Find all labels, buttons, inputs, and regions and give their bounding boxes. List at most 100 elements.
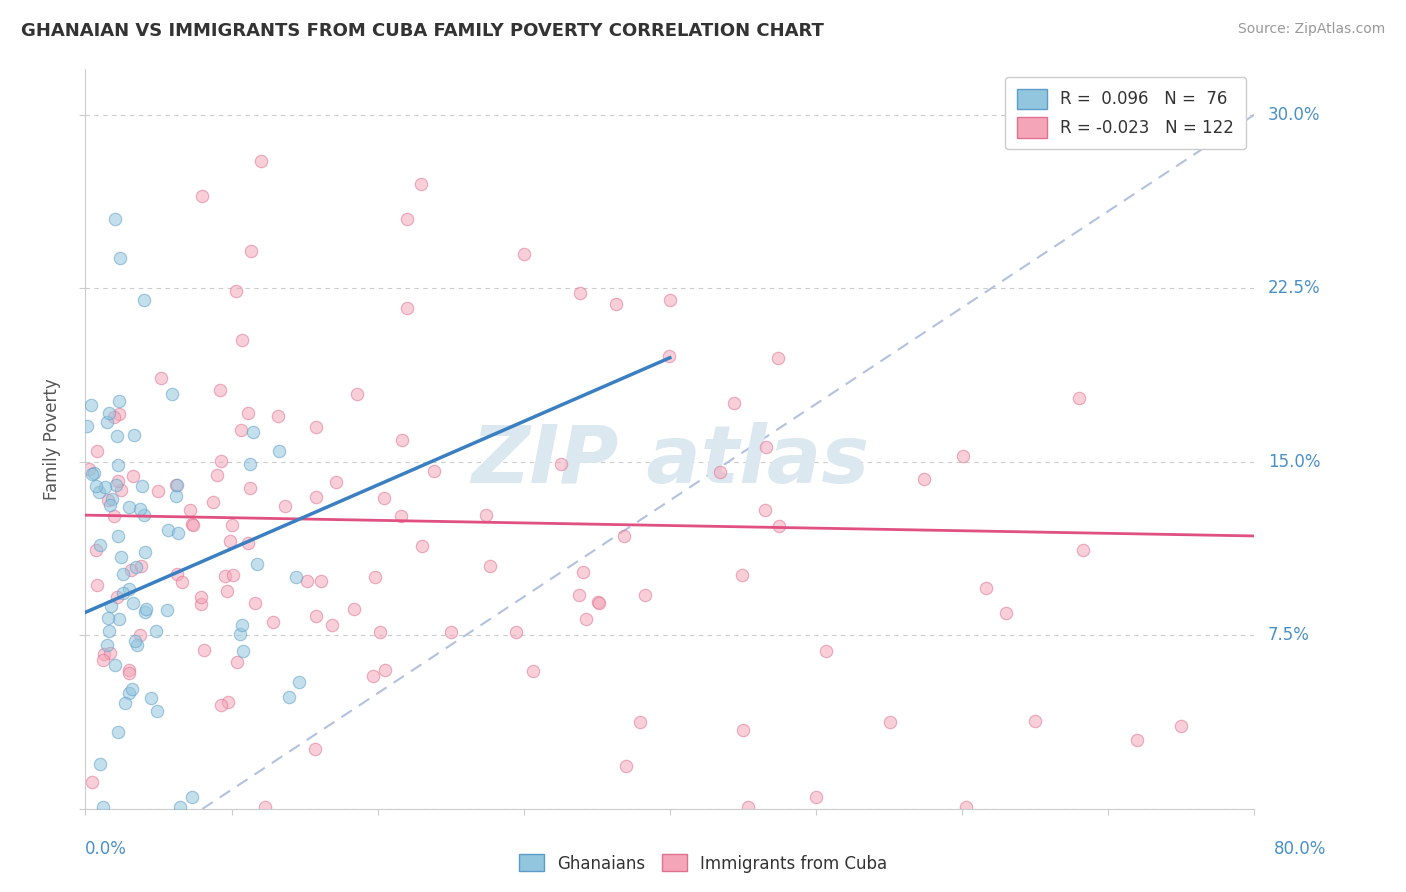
Point	[994, 606, 1017, 620]
Point	[766, 351, 789, 365]
Text: 0.0%: 0.0%	[84, 840, 127, 858]
Point	[108, 251, 131, 265]
Point	[411, 539, 433, 553]
Point	[613, 529, 636, 543]
Point	[94, 480, 117, 494]
Point	[231, 333, 253, 347]
Point	[89, 757, 111, 772]
Point	[134, 545, 156, 559]
Point	[343, 602, 366, 616]
Point	[139, 691, 162, 706]
Point	[512, 246, 534, 260]
Point	[254, 799, 277, 814]
Point	[124, 633, 146, 648]
Point	[132, 293, 155, 307]
Text: GHANAIAN VS IMMIGRANTS FROM CUBA FAMILY POVERTY CORRELATION CHART: GHANAIAN VS IMMIGRANTS FROM CUBA FAMILY …	[21, 22, 824, 40]
Point	[395, 301, 418, 315]
Point	[304, 490, 326, 504]
Point	[222, 568, 245, 582]
Point	[89, 538, 111, 552]
Point	[214, 568, 236, 582]
Point	[217, 583, 239, 598]
Point	[1126, 732, 1149, 747]
Point	[114, 697, 136, 711]
Point	[104, 477, 127, 491]
Point	[104, 211, 127, 226]
Point	[423, 464, 446, 478]
Point	[522, 664, 544, 678]
Point	[101, 492, 124, 507]
Point	[239, 481, 262, 495]
Point	[550, 457, 572, 471]
Point	[127, 638, 149, 652]
Point	[131, 479, 153, 493]
Point	[754, 503, 776, 517]
Point	[91, 653, 114, 667]
Point	[100, 599, 122, 613]
Point	[120, 563, 142, 577]
Point	[274, 500, 297, 514]
Point	[83, 467, 105, 481]
Point	[912, 472, 935, 486]
Point	[107, 458, 129, 473]
Point	[249, 154, 271, 169]
Point	[166, 567, 188, 582]
Point	[91, 799, 114, 814]
Point	[166, 478, 188, 492]
Point	[150, 371, 173, 385]
Point	[879, 714, 901, 729]
Point	[167, 526, 190, 541]
Point	[231, 423, 253, 437]
Point	[242, 425, 264, 440]
Point	[135, 601, 157, 615]
Point	[165, 489, 187, 503]
Y-axis label: Family Poverty: Family Poverty	[44, 378, 60, 500]
Point	[225, 284, 247, 298]
Point	[209, 698, 232, 713]
Point	[305, 609, 328, 624]
Point	[243, 596, 266, 610]
Point	[145, 624, 167, 639]
Point	[107, 474, 129, 488]
Point	[364, 570, 387, 584]
Point	[80, 775, 103, 789]
Text: ZIP atlas: ZIP atlas	[471, 422, 869, 500]
Point	[181, 516, 204, 531]
Point	[79, 398, 101, 412]
Point	[238, 536, 260, 550]
Point	[262, 615, 284, 630]
Point	[86, 479, 108, 493]
Point	[1073, 543, 1095, 558]
Point	[309, 574, 332, 588]
Point	[321, 617, 343, 632]
Point	[231, 618, 253, 632]
Point	[295, 574, 318, 588]
Point	[201, 495, 224, 509]
Legend: Ghanaians, Immigrants from Cuba: Ghanaians, Immigrants from Cuba	[512, 847, 894, 880]
Point	[193, 643, 215, 657]
Point	[205, 467, 228, 482]
Point	[238, 457, 260, 471]
Point	[105, 591, 128, 605]
Point	[122, 427, 145, 442]
Point	[232, 644, 254, 658]
Point	[709, 465, 731, 479]
Text: Source: ZipAtlas.com: Source: ZipAtlas.com	[1237, 22, 1385, 37]
Point	[97, 611, 120, 625]
Point	[395, 211, 418, 226]
Point	[768, 519, 790, 533]
Point	[170, 575, 193, 590]
Point	[267, 444, 290, 458]
Point	[165, 478, 187, 492]
Point	[148, 484, 170, 499]
Point	[108, 393, 131, 408]
Point	[572, 565, 595, 579]
Point	[118, 663, 141, 677]
Point	[179, 503, 201, 517]
Point	[110, 550, 132, 565]
Point	[304, 741, 326, 756]
Point	[804, 790, 827, 805]
Point	[180, 790, 202, 805]
Point	[730, 567, 752, 582]
Point	[277, 690, 299, 705]
